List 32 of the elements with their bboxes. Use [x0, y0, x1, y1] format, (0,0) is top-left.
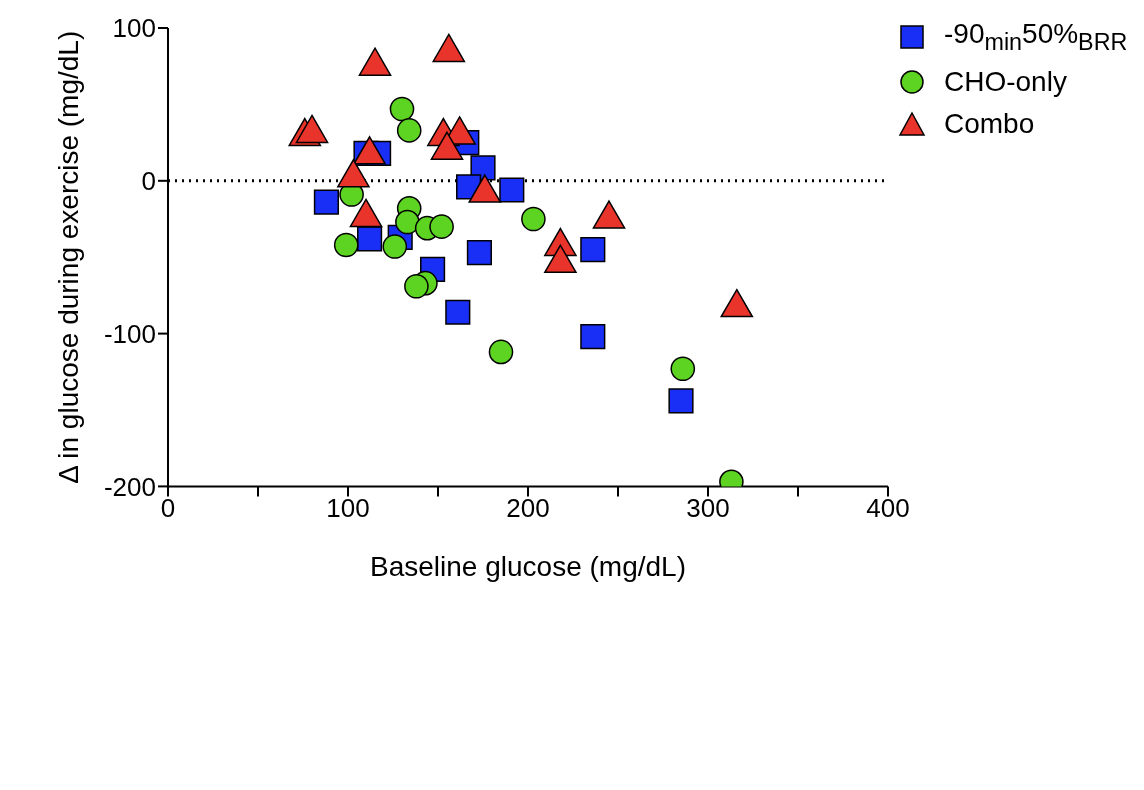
x-tick-label: 100	[326, 492, 370, 523]
x-axis-title: Baseline glucose (mg/dL)	[370, 551, 686, 583]
point	[580, 236, 606, 263]
point	[429, 214, 454, 239]
x-tick-label: 200	[506, 492, 550, 523]
point	[313, 189, 339, 215]
legend-label: -90$_{min}$50%$_{BRR}$	[944, 18, 1128, 56]
point	[445, 299, 471, 325]
point	[382, 234, 408, 259]
point	[488, 339, 514, 365]
point	[396, 118, 422, 143]
y-tick-label: -100	[103, 318, 156, 349]
y-tick-label: -200	[103, 471, 156, 502]
point	[521, 206, 546, 232]
y-tick-label: 100	[112, 13, 156, 44]
point	[333, 232, 359, 258]
y-axis-title: Δ in glucose during exercise (mg/dL)	[52, 30, 84, 484]
x-tick-label: 300	[686, 492, 730, 523]
point	[357, 226, 383, 252]
point	[404, 273, 429, 299]
legend-label: Combo	[944, 107, 1035, 140]
point	[670, 356, 696, 382]
x-tick-label: 0	[160, 492, 176, 523]
point	[389, 96, 415, 122]
point	[395, 209, 420, 235]
point	[580, 324, 606, 350]
point	[466, 240, 492, 266]
point	[668, 388, 694, 414]
legend-label: CHO-only	[944, 65, 1067, 98]
point	[499, 177, 525, 203]
x-tick-label: 400	[866, 492, 910, 523]
y-tick-label: 0	[141, 166, 156, 197]
